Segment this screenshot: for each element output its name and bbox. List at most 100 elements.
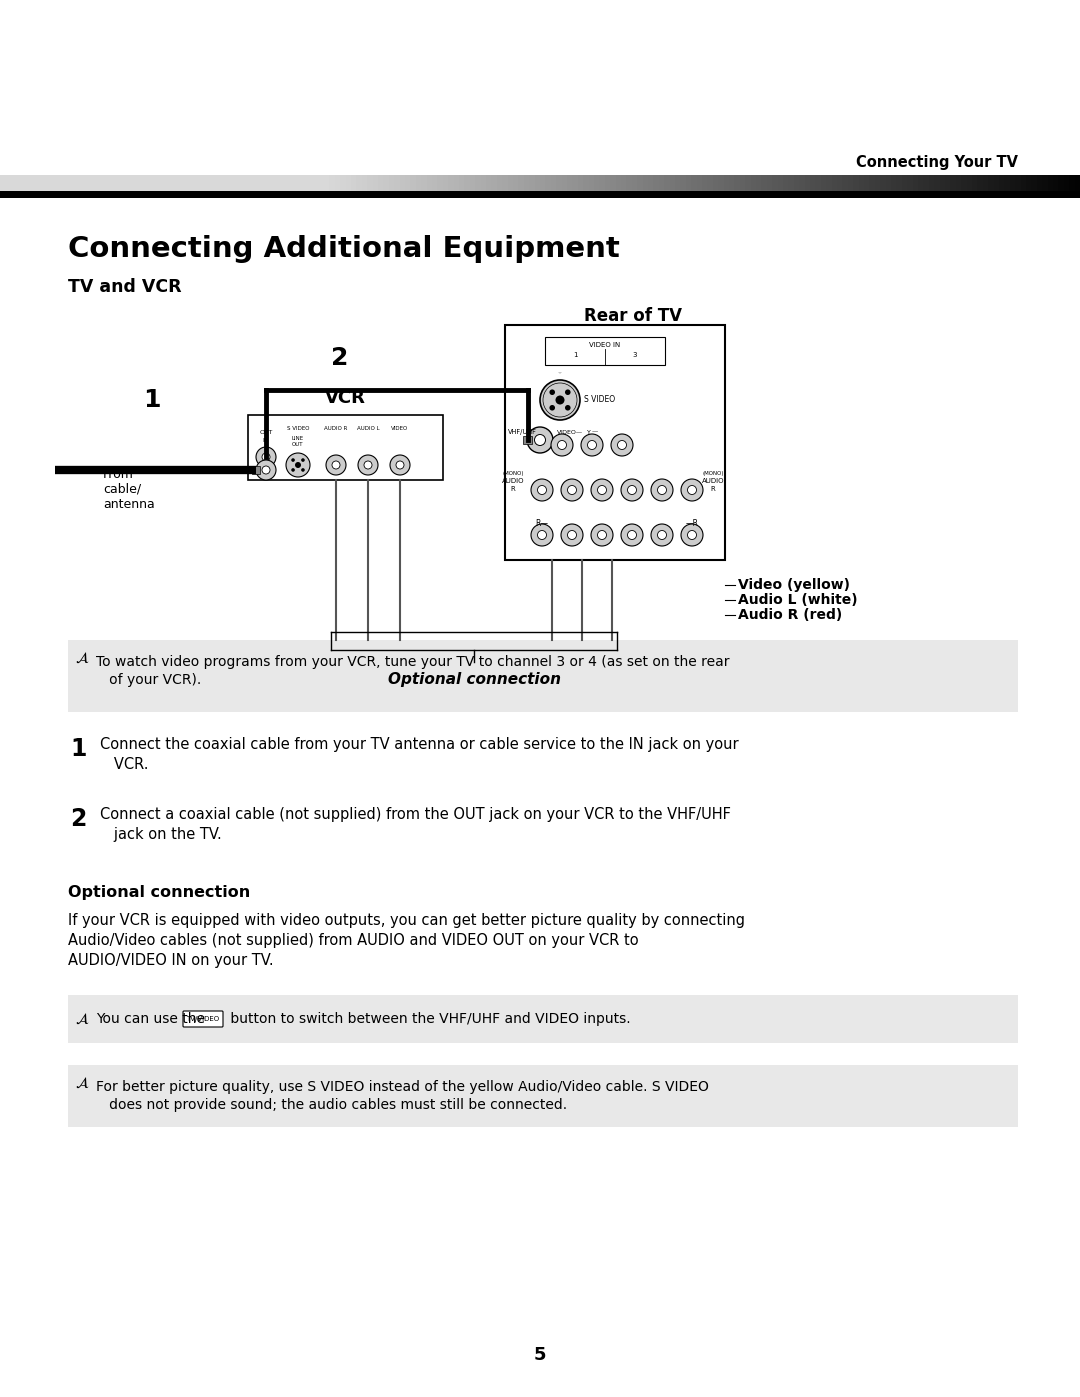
Bar (535, 175, 541, 193)
Bar (675, 175, 681, 193)
Bar (529, 175, 536, 193)
Bar (340, 175, 347, 193)
Text: Connect a coaxial cable (not supplied) from the OUT jack on your VCR to the VHF/: Connect a coaxial cable (not supplied) f… (100, 807, 731, 842)
Text: S VIDEO: S VIDEO (287, 426, 309, 432)
Bar (540, 175, 546, 193)
Bar (22, 175, 28, 193)
Text: 2: 2 (70, 807, 86, 831)
Bar (837, 175, 843, 193)
Bar (97, 175, 104, 193)
Bar (167, 175, 174, 193)
Text: IN: IN (262, 439, 269, 443)
Bar (308, 175, 314, 193)
Circle shape (286, 453, 310, 476)
Circle shape (551, 434, 573, 455)
Bar (319, 175, 325, 193)
Bar (983, 175, 989, 193)
Bar (691, 175, 698, 193)
Bar (1053, 175, 1059, 193)
Bar (524, 175, 530, 193)
Circle shape (561, 479, 583, 502)
Circle shape (658, 486, 666, 495)
Bar (178, 175, 185, 193)
Bar (505, 326, 725, 560)
Circle shape (326, 455, 346, 475)
Text: button to switch between the VHF/UHF and VIDEO inputs.: button to switch between the VHF/UHF and… (226, 1011, 631, 1025)
Bar (0, 175, 6, 193)
Circle shape (651, 524, 673, 546)
Bar (189, 175, 195, 193)
Bar (1021, 175, 1027, 193)
Circle shape (364, 461, 372, 469)
Circle shape (538, 486, 546, 495)
Bar (216, 175, 222, 193)
Circle shape (621, 479, 643, 502)
Bar (697, 175, 703, 193)
Bar (335, 175, 341, 193)
Bar (200, 175, 206, 193)
Bar (448, 175, 455, 193)
Circle shape (588, 440, 596, 450)
Bar (794, 175, 800, 193)
Bar (994, 175, 1000, 193)
Bar (497, 175, 503, 193)
Text: Video (yellow): Video (yellow) (738, 578, 850, 592)
Text: R—: R— (536, 518, 549, 528)
Bar (194, 175, 201, 193)
Bar (729, 175, 735, 193)
Bar (383, 175, 390, 193)
Bar (265, 175, 271, 193)
Bar (637, 175, 644, 193)
Bar (68, 1065, 1018, 1127)
Bar (68, 640, 1018, 712)
Bar (367, 175, 374, 193)
Bar (589, 175, 595, 193)
Bar (724, 175, 730, 193)
Bar (389, 175, 395, 193)
Bar (76, 175, 82, 193)
Text: 1: 1 (572, 352, 577, 358)
Bar (475, 175, 482, 193)
Text: VIDEO—: VIDEO— (557, 429, 583, 434)
Circle shape (390, 455, 410, 475)
Bar (400, 175, 406, 193)
Circle shape (540, 380, 580, 420)
Bar (556, 175, 563, 193)
Bar (745, 175, 752, 193)
Bar (756, 175, 762, 193)
Bar (0, 191, 1080, 198)
Text: R: R (711, 486, 715, 492)
Text: You can use the: You can use the (96, 1011, 210, 1025)
Bar (351, 175, 357, 193)
Bar (1015, 175, 1022, 193)
Bar (232, 175, 239, 193)
Bar (567, 175, 573, 193)
Text: S VIDEO: S VIDEO (584, 395, 616, 405)
Bar (329, 175, 336, 193)
Bar (103, 175, 109, 193)
Text: If your VCR is equipped with video outputs, you can get better picture quality b: If your VCR is equipped with video outpu… (68, 914, 745, 968)
Bar (545, 175, 552, 193)
Bar (940, 175, 946, 193)
Text: OUT: OUT (259, 430, 272, 436)
Bar (135, 175, 141, 193)
Circle shape (292, 458, 295, 462)
Circle shape (396, 461, 404, 469)
Circle shape (550, 405, 555, 411)
Text: To watch video programs from your VCR, tune your TV to channel 3 or 4 (as set on: To watch video programs from your VCR, t… (96, 655, 729, 687)
Bar (967, 175, 973, 193)
Bar (610, 175, 617, 193)
Bar (751, 175, 757, 193)
Bar (292, 175, 298, 193)
Bar (929, 175, 935, 193)
Circle shape (357, 455, 378, 475)
Bar (259, 175, 266, 193)
Bar (491, 175, 498, 193)
Bar (875, 175, 881, 193)
Bar (205, 175, 212, 193)
Bar (1075, 175, 1080, 193)
Circle shape (597, 531, 607, 539)
Bar (772, 175, 779, 193)
Bar (297, 175, 303, 193)
Bar (788, 175, 795, 193)
